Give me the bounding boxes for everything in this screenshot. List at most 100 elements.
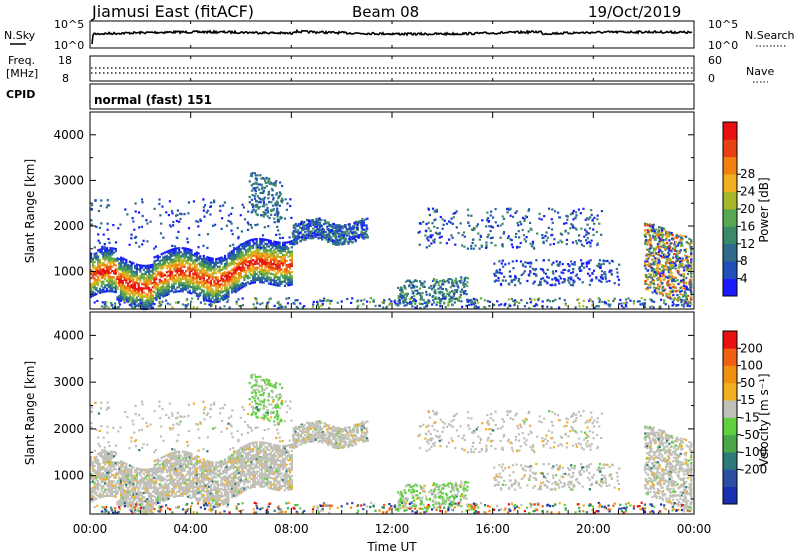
power-cell xyxy=(344,224,347,227)
power-cell xyxy=(162,281,165,284)
power-cell xyxy=(276,249,279,252)
power-cell xyxy=(271,279,274,282)
power-cell xyxy=(246,250,249,253)
power-cell xyxy=(234,258,237,261)
power-cell xyxy=(239,270,242,273)
velocity-cell xyxy=(107,473,110,476)
power-cell xyxy=(162,293,165,296)
power-cell xyxy=(178,290,181,293)
power-cell xyxy=(155,269,158,273)
power-cell xyxy=(128,260,131,263)
power-cell xyxy=(262,271,265,274)
power-cell xyxy=(238,278,241,281)
power-cell xyxy=(155,276,158,279)
power-cell xyxy=(661,229,664,232)
power-cell xyxy=(188,281,191,284)
power-cell xyxy=(156,293,160,296)
power-cell xyxy=(529,301,532,304)
power-cell xyxy=(603,300,606,304)
power-cell xyxy=(347,242,350,245)
power-cell xyxy=(172,266,175,269)
power-cell xyxy=(366,217,369,220)
power-cell xyxy=(273,257,276,260)
power-cell xyxy=(155,267,158,270)
power-cell xyxy=(201,258,204,261)
power-cell xyxy=(260,277,264,280)
power-cell xyxy=(139,293,142,296)
power-cell xyxy=(119,297,123,300)
power-cell xyxy=(178,257,181,260)
power-cell xyxy=(169,275,172,279)
power-cell xyxy=(271,252,274,255)
power-cell xyxy=(264,181,267,185)
power-cell xyxy=(107,253,110,256)
power-cell xyxy=(651,229,654,232)
power-cell xyxy=(118,296,121,300)
velocity-cell xyxy=(104,473,107,477)
power-cell xyxy=(139,301,143,305)
power-cell xyxy=(570,260,573,263)
power-cell xyxy=(256,174,259,177)
power-cell xyxy=(609,269,612,272)
power-cell xyxy=(347,227,350,230)
power-cell xyxy=(119,299,123,302)
power-cell xyxy=(264,277,267,280)
power-cell xyxy=(236,246,239,249)
power-cell xyxy=(283,274,286,277)
power-cell xyxy=(210,201,213,204)
power-cell xyxy=(193,269,197,272)
power-cell xyxy=(222,278,225,281)
power-cell xyxy=(248,270,251,273)
power-cell xyxy=(165,291,168,294)
power-cell xyxy=(215,264,218,267)
power-cell xyxy=(225,292,228,295)
power-cell xyxy=(310,230,313,233)
power-cell xyxy=(329,228,332,231)
power-cell xyxy=(109,253,112,256)
power-cell xyxy=(254,223,257,227)
power-cell xyxy=(190,251,193,254)
power-cell xyxy=(653,230,656,233)
power-cell xyxy=(290,264,293,267)
power-cell xyxy=(277,229,280,232)
velocity-cell xyxy=(109,494,112,497)
power-cell xyxy=(139,276,142,279)
power-cell xyxy=(100,252,103,255)
power-cell xyxy=(282,243,285,246)
power-cell xyxy=(569,283,572,287)
velocity-cell xyxy=(105,492,109,495)
velocity-cell xyxy=(90,458,93,461)
power-cell xyxy=(439,215,442,219)
velocity-cell xyxy=(107,465,110,468)
power-cell xyxy=(98,226,101,229)
power-cell xyxy=(341,226,344,229)
power-cell xyxy=(280,197,284,200)
power-cell xyxy=(165,260,168,264)
velocity-cell xyxy=(90,464,93,467)
power-cell xyxy=(551,208,554,211)
power-cell xyxy=(455,282,458,285)
velocity-cell xyxy=(90,491,93,495)
power-cell xyxy=(107,257,110,260)
power-cell xyxy=(103,245,106,248)
power-cell xyxy=(141,287,144,290)
power-cell xyxy=(225,280,228,283)
power-cell xyxy=(178,253,181,256)
power-cell xyxy=(584,228,587,231)
power-cell xyxy=(186,262,190,265)
power-cell xyxy=(279,247,282,250)
power-cell xyxy=(273,242,276,246)
velocity-cell xyxy=(98,469,101,472)
power-cell xyxy=(259,264,262,267)
power-cell xyxy=(362,224,365,227)
power-cell xyxy=(142,268,146,272)
power-cell xyxy=(197,281,200,284)
power-cell xyxy=(276,220,279,223)
power-cell xyxy=(250,273,253,276)
power-cell xyxy=(225,276,228,279)
power-cell xyxy=(128,277,131,280)
power-cell xyxy=(584,218,587,221)
power-cell xyxy=(501,215,504,218)
power-cell xyxy=(685,257,688,260)
power-cell xyxy=(650,276,653,279)
